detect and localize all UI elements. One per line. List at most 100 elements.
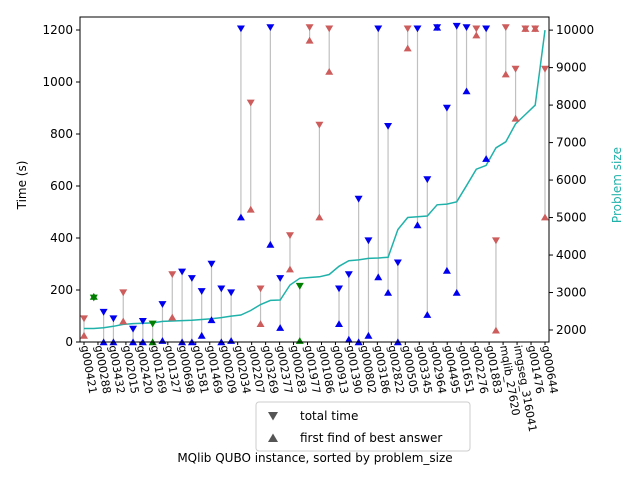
y2-tick-label: 5000	[556, 211, 587, 225]
total-time-marker	[99, 308, 108, 316]
total-time-marker	[423, 176, 432, 184]
y-tick-label: 800	[50, 127, 73, 141]
first-find-marker	[413, 221, 422, 229]
total-time-marker	[354, 195, 363, 203]
y-tick-label: 400	[50, 231, 73, 245]
total-time-marker	[285, 232, 294, 239]
total-time-marker	[246, 99, 255, 107]
first-find-marker	[266, 240, 275, 248]
first-find-marker	[472, 31, 481, 39]
y-tick-label: 1200	[42, 23, 73, 37]
first-find-marker	[285, 265, 294, 273]
y2-tick-label: 2000	[556, 323, 587, 337]
total-time-marker	[276, 275, 285, 282]
legend-box	[255, 401, 471, 452]
legend-label: first find of best answer	[300, 431, 442, 445]
first-find-marker	[511, 114, 520, 122]
total-time-marker	[295, 282, 304, 290]
y2-tick-label: 10000	[556, 23, 594, 37]
y2-tick-label: 4000	[556, 248, 587, 262]
total-time-marker	[138, 318, 147, 325]
x-axis-label: MQlib QUBO instance, sorted by problem_s…	[177, 451, 452, 465]
legend-first-find-marker	[268, 433, 278, 442]
total-time-marker	[491, 237, 500, 245]
total-time-marker	[187, 275, 196, 282]
first-find-marker	[276, 324, 285, 331]
plot-area	[80, 22, 549, 346]
first-find-marker	[462, 87, 471, 95]
first-find-marker	[482, 155, 491, 162]
total-time-marker	[384, 123, 393, 130]
total-time-marker	[148, 320, 157, 328]
first-find-marker	[207, 316, 216, 324]
total-time-marker	[364, 237, 373, 245]
first-find-marker	[236, 213, 245, 221]
total-time-marker	[482, 25, 491, 33]
first-find-marker	[246, 205, 255, 213]
y2-tick-label: 8000	[556, 98, 587, 112]
total-time-marker	[413, 25, 422, 33]
first-find-marker	[305, 36, 314, 44]
first-find-marker	[364, 331, 373, 339]
total-time-marker	[266, 24, 275, 31]
total-time-marker	[80, 315, 88, 323]
y2-tick-label: 9000	[556, 61, 587, 75]
total-time-marker	[325, 25, 334, 33]
total-time-marker	[511, 65, 520, 73]
legend-label: total time	[300, 409, 358, 423]
first-find-marker	[442, 266, 451, 274]
first-find-marker	[531, 25, 540, 32]
total-time-marker	[129, 325, 138, 333]
y-tick-label: 200	[50, 283, 73, 297]
first-find-marker	[374, 273, 383, 281]
first-find-marker	[344, 335, 353, 343]
total-time-marker	[393, 259, 402, 267]
y2-tick-label: 6000	[556, 173, 587, 187]
total-time-marker	[236, 25, 245, 33]
total-time-marker	[217, 285, 226, 293]
first-find-marker	[491, 326, 500, 334]
total-time-marker	[501, 24, 510, 31]
axes-frame	[79, 16, 550, 343]
first-find-marker	[541, 213, 549, 221]
y-tick-label: 1000	[42, 75, 73, 89]
first-find-marker	[423, 311, 432, 318]
first-find-marker	[119, 317, 128, 325]
first-find-marker	[89, 292, 98, 300]
y2-tick-label: 3000	[556, 286, 587, 300]
total-time-marker	[315, 121, 324, 129]
total-time-marker	[403, 25, 412, 33]
total-time-marker	[462, 24, 471, 31]
total-time-marker	[109, 315, 118, 323]
y2-tick-label: 7000	[556, 136, 587, 150]
total-time-marker	[374, 25, 383, 33]
first-find-marker	[325, 68, 334, 75]
total-time-marker	[344, 271, 353, 278]
y-tick-label: 600	[50, 179, 73, 193]
total-time-marker	[158, 301, 167, 308]
first-find-marker	[168, 313, 177, 321]
first-find-marker	[335, 320, 344, 327]
first-find-marker	[403, 44, 412, 52]
first-find-marker	[433, 23, 442, 31]
y-axis-label: Time (s)	[15, 161, 29, 211]
first-find-marker	[315, 213, 324, 221]
total-time-marker	[178, 268, 187, 276]
total-time-marker	[119, 289, 128, 297]
total-time-marker	[197, 288, 206, 295]
y-tick-label: 0	[65, 335, 73, 349]
legend-total-time-marker	[268, 412, 278, 421]
total-time-marker	[305, 24, 314, 31]
total-time-marker	[227, 289, 236, 297]
total-time-marker	[472, 25, 481, 33]
legend: total time first find of best answer	[255, 401, 471, 452]
axes: 0 200 400 600 800 1000 1200 2000 3000 4000 5000 600…	[42, 16, 594, 433]
total-time-marker	[335, 285, 344, 293]
first-find-marker	[256, 320, 265, 327]
total-time-marker	[168, 271, 177, 278]
first-find-marker	[452, 289, 461, 296]
first-find-marker	[521, 25, 530, 32]
total-time-marker	[541, 65, 549, 73]
